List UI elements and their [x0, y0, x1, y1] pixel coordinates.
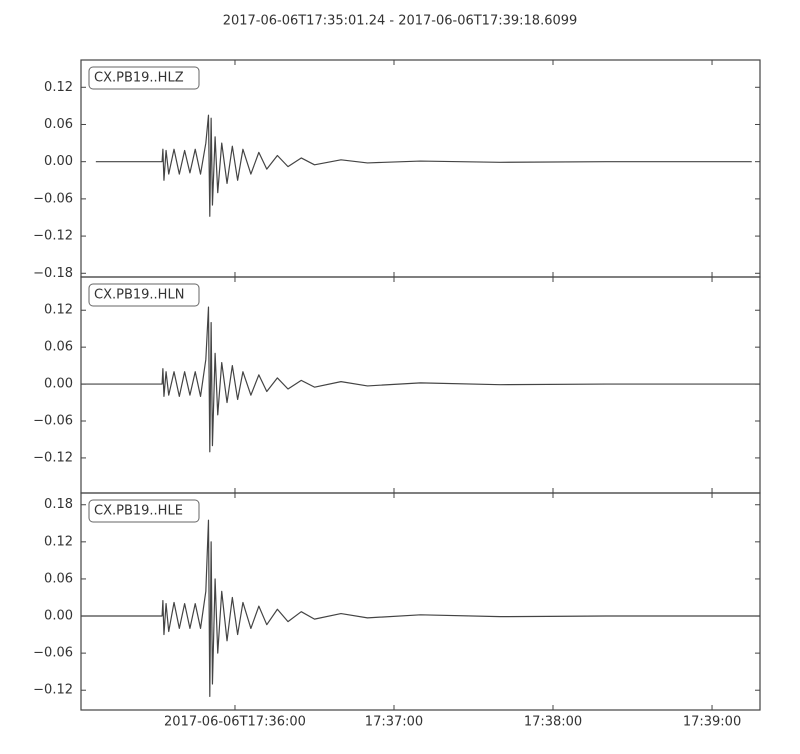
waveform: [95, 114, 752, 217]
y-tick-label: −0.12: [33, 450, 73, 465]
chart-title: 2017-06-06T17:35:01.24 - 2017-06-06T17:3…: [223, 14, 578, 29]
x-tick-label: 17:37:00: [365, 715, 423, 730]
y-tick-label: −0.12: [33, 229, 73, 244]
legend-label: CX.PB19..HLN: [94, 288, 184, 303]
y-tick-label: 0.12: [44, 534, 73, 549]
y-tick-label: 0.06: [44, 340, 73, 355]
y-tick-label: 0.12: [44, 80, 73, 95]
y-tick-label: 0.00: [44, 154, 73, 169]
legend-box: [88, 283, 200, 307]
y-tick-label: −0.12: [33, 683, 73, 698]
y-tick-label: 0.06: [44, 117, 73, 132]
plot-frame: [80, 492, 761, 711]
legend-label: CX.PB19..HLZ: [94, 71, 184, 86]
x-tick-label: 17:38:00: [524, 715, 582, 730]
y-tick-label: 0.00: [44, 377, 73, 392]
y-tick-label: −0.06: [33, 414, 73, 429]
y-tick-label: 0.12: [44, 303, 73, 318]
x-tick-label: 17:39:00: [683, 715, 741, 730]
waveform: [81, 306, 760, 453]
y-tick-label: 0.06: [44, 571, 73, 586]
y-tick-label: −0.06: [33, 646, 73, 661]
legend-box: [88, 499, 200, 523]
x-tick-label: 2017-06-06T17:36:00: [164, 715, 306, 730]
y-tick-label: −0.06: [33, 191, 73, 206]
waveform: [81, 519, 760, 697]
y-tick-label: 0.00: [44, 609, 73, 624]
y-tick-label: −0.18: [33, 266, 73, 281]
y-tick-label: 0.18: [44, 497, 73, 512]
legend-box: [88, 66, 200, 90]
legend-label: CX.PB19..HLE: [94, 504, 183, 519]
